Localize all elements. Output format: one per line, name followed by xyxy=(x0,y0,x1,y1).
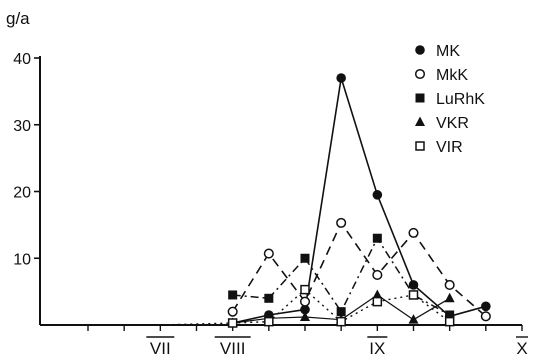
legend-label-mkk: MkK xyxy=(436,67,468,84)
data-point-lurhk xyxy=(336,307,346,317)
axes xyxy=(39,56,522,326)
data-point-mkk xyxy=(299,296,311,307)
legend-label-lurhk: LuRhK xyxy=(436,91,485,108)
data-point-vkr xyxy=(300,311,310,321)
data-point-mkk xyxy=(408,227,419,238)
legend-label-vir: VIR xyxy=(436,139,463,156)
data-point-mk xyxy=(300,304,310,315)
data-point-vkr xyxy=(444,292,455,303)
data-point-mkk xyxy=(227,306,238,317)
y-tick-label-10: 10 xyxy=(13,251,31,268)
data-point-vir xyxy=(408,290,419,300)
data-point-lurhk xyxy=(264,293,274,303)
data-point-vir xyxy=(336,316,346,327)
data-point-vir xyxy=(264,316,274,327)
y-axis-label: g/a xyxy=(6,9,30,28)
data-point-mk xyxy=(481,301,491,312)
series-line-mkk xyxy=(232,222,487,317)
data-point-mk xyxy=(408,280,419,290)
data-point-vir xyxy=(300,284,310,295)
series-mkk xyxy=(227,217,491,322)
data-point-lurhk xyxy=(445,310,455,320)
data-point-vir xyxy=(372,296,383,307)
legend-marker-mk xyxy=(415,45,425,55)
data-point-mkk xyxy=(336,217,347,228)
legend-label-mk: MK xyxy=(436,43,460,60)
series-vir xyxy=(160,284,455,328)
data-point-mkk xyxy=(263,248,274,259)
y-tick-label-20: 20 xyxy=(13,185,31,202)
legend-marker-vkr xyxy=(415,116,425,126)
x-tick-label-viii: VIII xyxy=(220,339,246,358)
data-point-vir xyxy=(444,316,455,327)
data-point-mkk xyxy=(372,269,383,280)
data-point-lurhk xyxy=(228,290,238,300)
legend-marker-vir xyxy=(415,141,425,151)
legend: MK MkK LuRhK VKR VIR xyxy=(414,43,485,156)
legend-marker-mkk xyxy=(414,68,426,80)
series-layer xyxy=(160,73,491,328)
series-lurhk xyxy=(228,233,455,320)
data-point-mk xyxy=(336,73,346,83)
legend-label-vkr: VKR xyxy=(436,115,469,132)
x-tick-label-ix: IX xyxy=(369,339,385,358)
series-line-lurhk xyxy=(232,237,451,316)
x-tick-label-vii: VII xyxy=(150,339,171,358)
series-line-vir xyxy=(160,288,451,326)
data-point-vkr xyxy=(408,314,419,324)
legend-marker-lurhk xyxy=(415,93,425,103)
x-tick-label-x: X xyxy=(516,339,527,358)
data-point-vir xyxy=(227,318,238,328)
y-tick-label-30: 30 xyxy=(13,118,31,135)
y-tick-label-40: 40 xyxy=(13,51,31,68)
data-point-lurhk xyxy=(300,253,310,263)
data-point-vkr xyxy=(372,289,383,299)
data-point-mk xyxy=(372,190,383,200)
data-point-lurhk xyxy=(372,233,382,243)
data-point-mkk xyxy=(480,311,491,322)
data-point-mkk xyxy=(444,279,455,291)
